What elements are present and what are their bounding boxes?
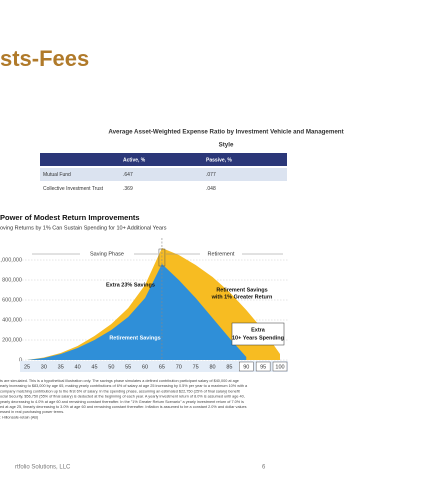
table-cell: .048 (206, 186, 216, 192)
table-cell: Mutual Fund (43, 172, 71, 178)
label-bg (200, 250, 242, 258)
x-tick-label: 40 (75, 364, 81, 370)
x-tick-label: 60 (142, 364, 148, 370)
annotation: Saving Phase (90, 251, 124, 257)
x-tick-label: 85 (226, 364, 232, 370)
y-tick-label: 1,000,000 (0, 257, 22, 263)
table-header-cell: Active, % (123, 157, 146, 163)
label-bg (80, 250, 134, 258)
footnote: early increasing to $83,000 by age 65, m… (0, 384, 248, 388)
x-tick-box (272, 361, 288, 372)
footnote: yearly decreasing to 4.0% at age 60 and … (0, 400, 244, 404)
x-tick-label: 90 (243, 364, 249, 370)
table-cell: .647 (123, 172, 133, 178)
x-tick-label: 95 (260, 364, 266, 370)
footer-text: rtfolio Solutions, LLC (15, 465, 71, 471)
table-header-cell: Passive, % (206, 157, 232, 163)
chart-title: Power of Modest Return Improvements (0, 213, 140, 222)
table-cell: .077 (206, 172, 216, 178)
table-row (40, 168, 287, 181)
x-tick-label: 30 (41, 364, 47, 370)
y-tick-label: 200,000 (2, 337, 22, 343)
area (27, 264, 247, 360)
annotation: Retirement (208, 251, 235, 257)
x-tick-label: 35 (58, 364, 64, 370)
footnote: ocial Security, $56,750 (55% of final sa… (0, 395, 245, 399)
x-tick-label: 75 (193, 364, 199, 370)
footnote: : Hillonsafe-retain (AB) (0, 415, 39, 419)
bracket (158, 248, 166, 267)
footnote: essed in real purchasing power terms. (0, 410, 64, 414)
table-row (40, 182, 287, 195)
y-tick-label: 600,000 (2, 297, 22, 303)
y-tick-label: 400,000 (2, 317, 22, 323)
x-tick-label: 25 (24, 364, 30, 370)
y-tick-label: 0 (19, 357, 22, 363)
x-tick-box (239, 361, 254, 372)
table-title: Average Asset-Weighted Expense Ratio by … (108, 129, 343, 136)
x-tick-label: 65 (159, 364, 165, 370)
annotation: Extra (251, 327, 266, 333)
callout-box (231, 322, 285, 346)
annotation: 10+ Years Spending (232, 335, 284, 341)
table-header (40, 153, 287, 166)
table-cell: .369 (123, 186, 133, 192)
x-tick-label: 100 (275, 364, 284, 370)
x-tick-label: 80 (209, 364, 215, 370)
slide-title: sts-Fees (0, 46, 89, 71)
page-number: 6 (262, 465, 266, 471)
chart: 0 200,000 400,000 600,000 800,000 1,000,000 25… (0, 238, 288, 419)
chart-subtitle: oving Returns by 1% Can Sustain Spending… (0, 225, 167, 231)
annotation: with 1% Greater Return (211, 294, 273, 300)
annotation: Extra 23% Savings (106, 282, 155, 288)
footnote: ed at age 25, linearly decreasing to 3.0… (0, 405, 247, 409)
x-tick-box (255, 361, 271, 372)
annotation: Retirement Savings (216, 287, 267, 293)
x-tick-label: 55 (125, 364, 131, 370)
footnote: ts are simulated. This is a hypothetical… (0, 379, 239, 383)
y-tick-label: 800,000 (2, 277, 22, 283)
table-title: Style (219, 142, 234, 149)
x-tick-label: 50 (108, 364, 114, 370)
table-cell: Collective Investment Trust (43, 186, 104, 192)
x-axis-band (20, 361, 288, 372)
x-tick-label: 45 (91, 364, 97, 370)
annotation: Retirement Savings (109, 335, 160, 341)
x-tick-label: 70 (176, 364, 182, 370)
footnote: company matching contribution up to the … (0, 389, 241, 393)
